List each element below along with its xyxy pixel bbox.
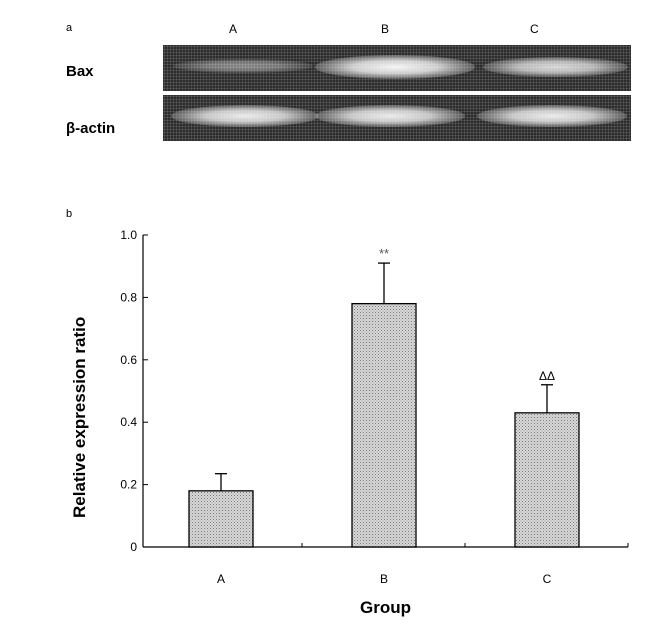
y-axis-title: Relative expression ratio (70, 316, 89, 518)
y-tick-label: 0.2 (120, 478, 137, 492)
gel-strip-bax (163, 45, 631, 91)
lane-label-c: C (530, 22, 539, 36)
y-tick-label: 0 (130, 540, 137, 554)
gel-strip-beta-actin (163, 95, 631, 141)
gel-band (315, 55, 475, 79)
bar-b (351, 302, 417, 548)
x-tick-label: C (543, 572, 552, 586)
gel-row-label-beta-actin: β-actin (66, 120, 116, 137)
panel-a-letter: a (66, 22, 73, 34)
x-axis-title: Group (360, 598, 411, 617)
gel-band (173, 59, 313, 73)
y-tick-label: 0.8 (120, 290, 137, 304)
gel-band (171, 105, 319, 127)
bar-c (514, 412, 580, 548)
gel-band (483, 57, 628, 77)
gel-band (315, 105, 465, 127)
x-tick-label: A (217, 572, 225, 586)
panel-b-letter: b (66, 208, 73, 220)
bar-a (188, 490, 254, 548)
y-tick-label: 0.6 (120, 353, 137, 367)
x-tick-label: B (380, 572, 388, 586)
significance-label: ** (379, 246, 389, 261)
gel-band (477, 105, 627, 127)
y-tick-label: 0.4 (120, 415, 137, 429)
gel-row-label-bax: Bax (66, 63, 94, 80)
lane-label-a: A (229, 22, 238, 36)
lane-label-b: B (381, 22, 390, 36)
y-tick-label: 1.0 (120, 228, 137, 242)
significance-label: ΔΔ (539, 369, 555, 383)
